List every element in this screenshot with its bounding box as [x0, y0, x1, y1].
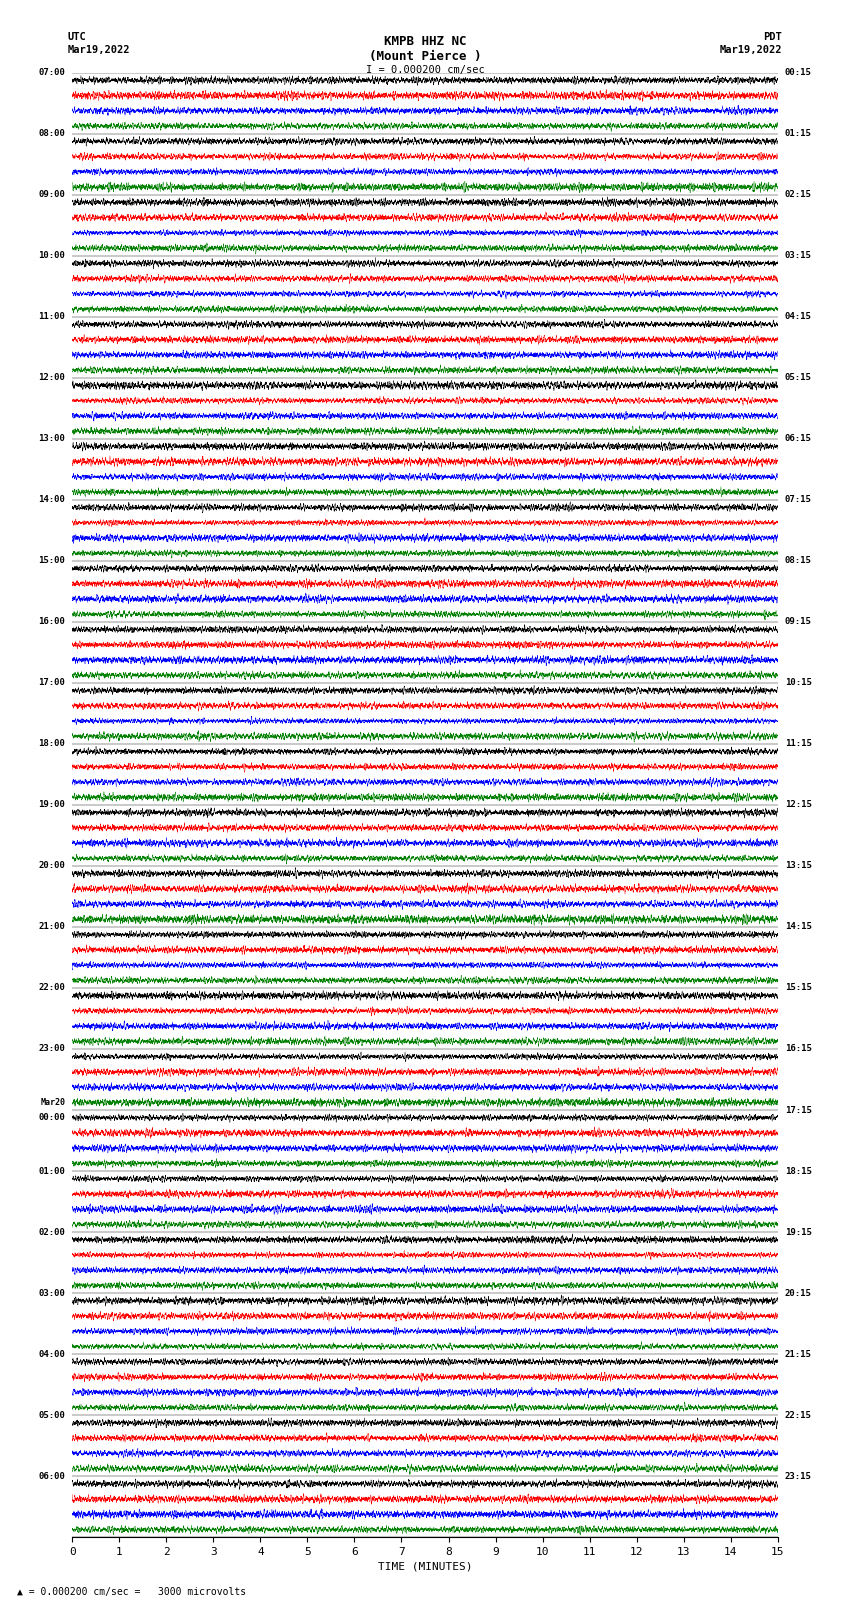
Text: 18:00: 18:00 [38, 739, 65, 748]
Text: 14:00: 14:00 [38, 495, 65, 505]
Text: 05:00: 05:00 [38, 1411, 65, 1419]
Text: 10:00: 10:00 [38, 252, 65, 260]
Text: 15:15: 15:15 [785, 984, 812, 992]
Text: 14:15: 14:15 [785, 923, 812, 931]
Text: 18:15: 18:15 [785, 1166, 812, 1176]
Text: 00:00: 00:00 [38, 1113, 65, 1123]
Text: 01:15: 01:15 [785, 129, 812, 139]
Text: 00:15: 00:15 [785, 68, 812, 77]
Text: 17:15: 17:15 [785, 1105, 812, 1115]
Text: 02:00: 02:00 [38, 1227, 65, 1237]
Text: 09:00: 09:00 [38, 190, 65, 198]
Text: 01:00: 01:00 [38, 1166, 65, 1176]
Text: 03:15: 03:15 [785, 252, 812, 260]
Text: 06:00: 06:00 [38, 1471, 65, 1481]
Text: 04:00: 04:00 [38, 1350, 65, 1358]
Text: Mar19,2022: Mar19,2022 [68, 45, 131, 55]
Text: 07:15: 07:15 [785, 495, 812, 505]
Text: 04:15: 04:15 [785, 313, 812, 321]
Text: 16:00: 16:00 [38, 618, 65, 626]
Text: 16:15: 16:15 [785, 1045, 812, 1053]
Text: 05:15: 05:15 [785, 373, 812, 382]
Text: Mar19,2022: Mar19,2022 [719, 45, 782, 55]
Text: 21:00: 21:00 [38, 923, 65, 931]
Text: 19:00: 19:00 [38, 800, 65, 810]
Text: 20:00: 20:00 [38, 861, 65, 871]
Text: PDT: PDT [763, 32, 782, 42]
Text: 10:15: 10:15 [785, 679, 812, 687]
Text: 20:15: 20:15 [785, 1289, 812, 1297]
Text: ▲ = 0.000200 cm/sec =   3000 microvolts: ▲ = 0.000200 cm/sec = 3000 microvolts [17, 1587, 246, 1597]
X-axis label: TIME (MINUTES): TIME (MINUTES) [377, 1561, 473, 1571]
Text: 12:15: 12:15 [785, 800, 812, 810]
Text: 13:15: 13:15 [785, 861, 812, 871]
Text: UTC: UTC [68, 32, 87, 42]
Text: 21:15: 21:15 [785, 1350, 812, 1358]
Text: I = 0.000200 cm/sec: I = 0.000200 cm/sec [366, 65, 484, 74]
Text: (Mount Pierce ): (Mount Pierce ) [369, 50, 481, 63]
Text: 22:15: 22:15 [785, 1411, 812, 1419]
Text: 13:00: 13:00 [38, 434, 65, 444]
Text: 11:15: 11:15 [785, 739, 812, 748]
Text: 11:00: 11:00 [38, 313, 65, 321]
Text: 12:00: 12:00 [38, 373, 65, 382]
Text: 22:00: 22:00 [38, 984, 65, 992]
Text: 03:00: 03:00 [38, 1289, 65, 1297]
Text: 02:15: 02:15 [785, 190, 812, 198]
Text: 23:15: 23:15 [785, 1471, 812, 1481]
Text: 08:15: 08:15 [785, 556, 812, 565]
Text: 23:00: 23:00 [38, 1045, 65, 1053]
Text: 06:15: 06:15 [785, 434, 812, 444]
Text: 07:00: 07:00 [38, 68, 65, 77]
Text: 19:15: 19:15 [785, 1227, 812, 1237]
Text: Mar20: Mar20 [40, 1098, 65, 1107]
Text: 17:00: 17:00 [38, 679, 65, 687]
Text: KMPB HHZ NC: KMPB HHZ NC [383, 35, 467, 48]
Text: 15:00: 15:00 [38, 556, 65, 565]
Text: 09:15: 09:15 [785, 618, 812, 626]
Text: 08:00: 08:00 [38, 129, 65, 139]
